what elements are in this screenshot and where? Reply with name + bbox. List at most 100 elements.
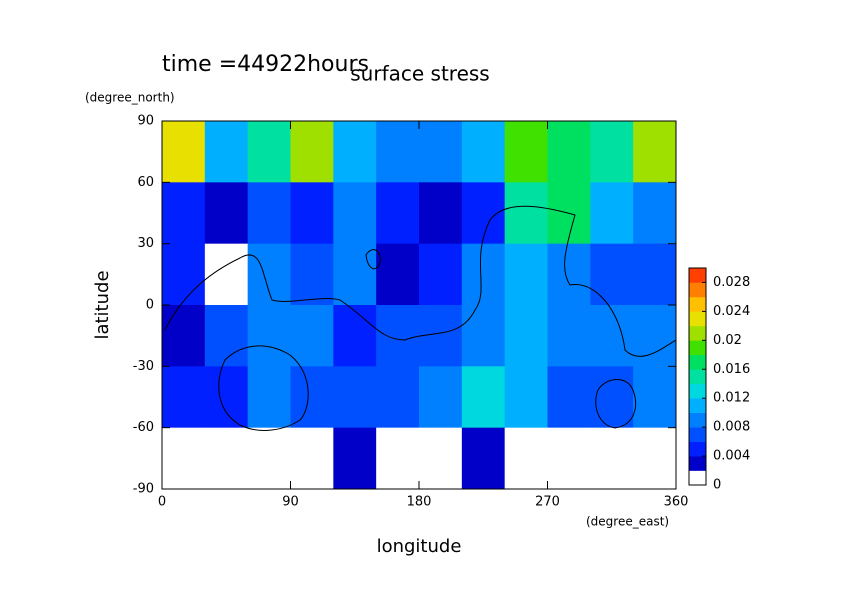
cell xyxy=(633,305,676,367)
cell xyxy=(633,366,676,429)
cell xyxy=(290,366,334,429)
cell xyxy=(290,427,334,489)
cell xyxy=(376,366,420,429)
colorbar-band xyxy=(689,456,706,471)
cell xyxy=(504,182,548,245)
cell xyxy=(204,366,249,429)
colorbar-tick-label: 0.028 xyxy=(713,275,750,290)
cell xyxy=(162,121,206,183)
cell xyxy=(547,121,591,183)
cell xyxy=(247,305,291,367)
colorbar-tick-label: 0.012 xyxy=(713,391,750,406)
cell xyxy=(633,243,676,306)
cell xyxy=(376,121,420,183)
cell xyxy=(590,305,634,367)
cell xyxy=(247,182,291,245)
cell xyxy=(461,305,506,367)
subtitle: time =44922hours xyxy=(162,52,369,77)
colorbar-tick-label: 0.02 xyxy=(713,333,742,348)
colorbar-band xyxy=(689,383,706,399)
cell xyxy=(204,427,249,489)
colorbar-band xyxy=(689,354,706,370)
cell xyxy=(461,427,506,489)
colorbar-band xyxy=(689,340,706,356)
cell xyxy=(333,182,377,245)
cell xyxy=(590,121,634,183)
cell xyxy=(547,366,591,429)
chart-title: surface stress xyxy=(350,62,489,86)
colorbar-tick-label: 0.016 xyxy=(713,362,750,377)
cell xyxy=(504,243,548,306)
cell xyxy=(376,305,420,367)
cell xyxy=(633,121,676,183)
cell xyxy=(376,427,420,489)
cell xyxy=(376,243,420,306)
y-tick-label: 90 xyxy=(137,114,154,129)
colorbar-band xyxy=(689,369,706,385)
cell xyxy=(247,121,291,183)
colorbar-tick-label: 0.004 xyxy=(713,449,750,464)
colorbar-frame xyxy=(688,267,707,486)
coastline xyxy=(595,379,637,429)
cell xyxy=(633,427,676,489)
x-tick-label: 360 xyxy=(664,495,689,510)
y-axis-label: latitude xyxy=(92,270,113,339)
cell xyxy=(290,243,334,306)
cell xyxy=(461,243,506,306)
cell xyxy=(333,305,377,367)
cell xyxy=(461,121,506,183)
y-tick-label: -90 xyxy=(133,482,154,497)
cell xyxy=(590,366,634,429)
colorbar-band xyxy=(689,412,706,428)
cell xyxy=(247,243,291,306)
cell xyxy=(247,366,291,429)
cell xyxy=(504,427,548,489)
y-tick-label: 60 xyxy=(137,175,154,190)
cell xyxy=(162,243,206,306)
cell xyxy=(590,243,634,306)
colorbar-band xyxy=(689,268,706,283)
cell xyxy=(333,121,377,183)
coastlines xyxy=(164,205,676,431)
cell xyxy=(204,182,249,245)
x-tick-label: 90 xyxy=(282,495,299,510)
cell xyxy=(504,121,548,183)
cell xyxy=(290,121,334,183)
coastline xyxy=(365,249,381,270)
colorbar-band xyxy=(689,311,706,327)
y-tick-label: 30 xyxy=(137,236,154,251)
y-unit: (degree_north) xyxy=(85,91,175,105)
cell xyxy=(162,427,206,489)
cell xyxy=(504,366,548,429)
x-tick-label: 0 xyxy=(158,495,166,510)
cell xyxy=(204,121,249,183)
cell xyxy=(204,305,249,367)
coastline xyxy=(218,345,309,431)
x-tick-label: 180 xyxy=(407,495,432,510)
coastline xyxy=(164,205,676,357)
cell xyxy=(419,305,463,367)
cell xyxy=(419,182,463,245)
x-axis-label: longitude xyxy=(377,536,462,557)
cell xyxy=(162,366,206,429)
cell xyxy=(333,243,377,306)
colorbar-tick-label: 0.008 xyxy=(713,420,750,435)
colorbar-band xyxy=(689,296,706,312)
cell xyxy=(290,182,334,245)
cell xyxy=(461,366,506,429)
colorbar-tick-label: 0.024 xyxy=(713,304,750,319)
cell xyxy=(633,182,676,245)
y-tick-label: -60 xyxy=(133,420,154,435)
cell xyxy=(419,427,463,489)
colorbar-tick-label: 0 xyxy=(713,478,721,493)
cell xyxy=(290,305,334,367)
colorbar-band xyxy=(689,470,706,486)
cell xyxy=(419,121,463,183)
colorbar-band xyxy=(689,398,706,413)
cell xyxy=(590,427,634,489)
cell xyxy=(547,427,591,489)
cell xyxy=(162,305,206,367)
x-unit: (degree_east) xyxy=(586,515,669,529)
colorbar-band xyxy=(689,325,706,341)
